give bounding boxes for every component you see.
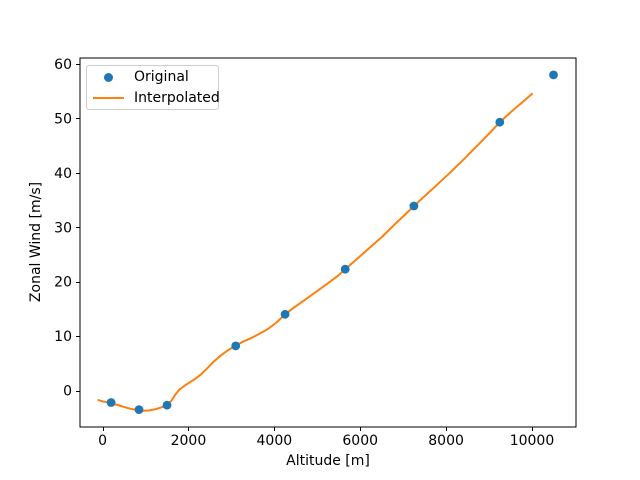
axes-frame xyxy=(79,57,577,428)
data-point xyxy=(280,309,290,319)
data-point xyxy=(549,70,558,80)
data-point xyxy=(106,398,116,407)
legend-label-interpolated: Interpolated xyxy=(134,90,220,106)
interpolated-line xyxy=(97,92,533,412)
x-tick-label: 2000 xyxy=(171,433,207,449)
legend-entry-original: Original xyxy=(87,68,218,87)
y-tick-label: 50 xyxy=(54,111,72,127)
legend-box: Original Interpolated xyxy=(86,65,220,110)
original-marker-icon xyxy=(104,72,113,82)
x-tick-label: 8000 xyxy=(428,433,464,449)
y-tick-label: 30 xyxy=(54,220,72,236)
x-tick-label: 10000 xyxy=(510,433,555,449)
x-axis-label: Altitude [m] xyxy=(286,453,370,469)
interpolated-line-icon xyxy=(93,97,124,99)
x-tick-label: 4000 xyxy=(257,433,293,449)
data-point xyxy=(495,117,505,127)
data-point xyxy=(409,201,419,211)
y-axis-label: Zonal Wind [m/s] xyxy=(28,181,44,303)
y-tick-label: 10 xyxy=(54,329,72,345)
x-tick-label: 0 xyxy=(98,433,107,449)
data-point xyxy=(231,341,241,351)
legend-entry-interpolated: Interpolated xyxy=(87,89,220,108)
y-tick-label: 20 xyxy=(54,275,72,291)
data-point xyxy=(134,405,144,414)
legend-label-original: Original xyxy=(134,69,189,85)
data-point xyxy=(340,264,350,274)
y-tick-label: 0 xyxy=(63,384,72,400)
x-tick-label: 6000 xyxy=(342,433,378,449)
y-tick-label: 40 xyxy=(54,166,72,182)
y-tick-label: 60 xyxy=(54,57,72,73)
data-point xyxy=(162,400,172,410)
